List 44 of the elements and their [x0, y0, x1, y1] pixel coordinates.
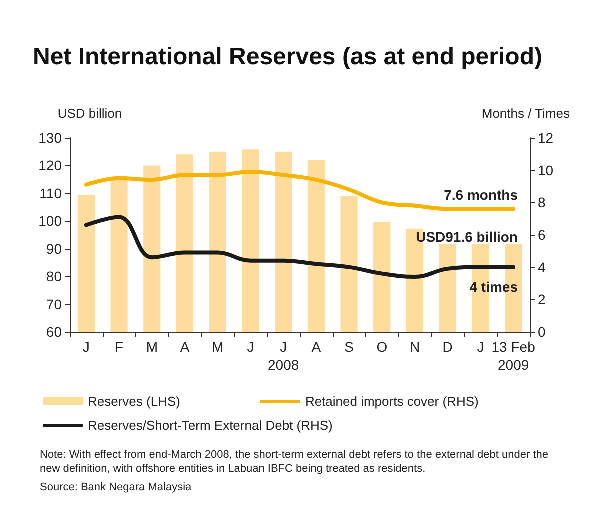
source-note: Source: Bank Negara Malaysia — [40, 482, 193, 494]
y-tick-label: 110 — [40, 185, 62, 202]
y-tick-label: 60 — [46, 324, 62, 340]
x-tick-label: J — [280, 339, 288, 355]
legend-label: Reserves/Short-Term External Debt (RHS) — [88, 418, 333, 433]
y2-tick-label: 10 — [538, 162, 554, 178]
y-tick-label: 130 — [38, 130, 62, 146]
y-axis-title: USD billion — [58, 106, 122, 121]
y2-tick-label: 0 — [538, 324, 546, 340]
x-tick-label: F — [115, 339, 124, 355]
legend-label: Retained imports cover (RHS) — [305, 394, 479, 409]
x-tick-label: J — [247, 339, 254, 355]
x-tick-label: A — [180, 339, 190, 355]
annotation: USD91.6 billion — [416, 229, 518, 245]
y-tick-label: 70 — [46, 296, 62, 312]
annotation: 4 times — [470, 279, 518, 295]
x-tick-label: J — [477, 339, 484, 355]
text: 2008 — [268, 357, 300, 373]
chart-title: Net International Reserves (as at end period) — [33, 44, 542, 70]
x-tick-label: S — [344, 339, 354, 355]
annotation: 7.6 months — [444, 187, 518, 203]
x-tick-label: D — [442, 339, 453, 355]
x-tick-label: J — [82, 339, 90, 355]
y2-axis-title: Months / Times — [482, 106, 570, 121]
text: 2009 — [498, 357, 530, 373]
x-tick-label: N — [410, 339, 420, 355]
y-tick-label: 90 — [46, 240, 62, 257]
y2-tick-label: 8 — [538, 194, 546, 211]
line-series — [84, 215, 516, 280]
legend-label: Reserves (LHS) — [88, 394, 180, 409]
y2-tick-label: 4 — [538, 259, 546, 276]
x-tick-label: M — [146, 339, 158, 355]
text: Note: With effect from end-March 2008, the short-term external debt refers to the external debt under the new definition, with offshore entities in Labuan IBFC being treated as residents. — [40, 449, 552, 475]
x-tick-label: M — [212, 339, 224, 355]
line-series — [84, 170, 516, 212]
y-tick-label: 80 — [46, 268, 62, 285]
y2-tick-label: 6 — [538, 227, 546, 243]
y-tick-label: 120 — [38, 158, 62, 174]
y2-tick-label: 12 — [538, 130, 554, 146]
x-tick-label: O — [376, 339, 388, 355]
y2-tick-label: 2 — [538, 292, 546, 308]
x-tick-label: A — [312, 339, 322, 355]
x-tick-label: 13 Feb — [492, 339, 536, 355]
y-tick-label: 100 — [38, 213, 62, 230]
